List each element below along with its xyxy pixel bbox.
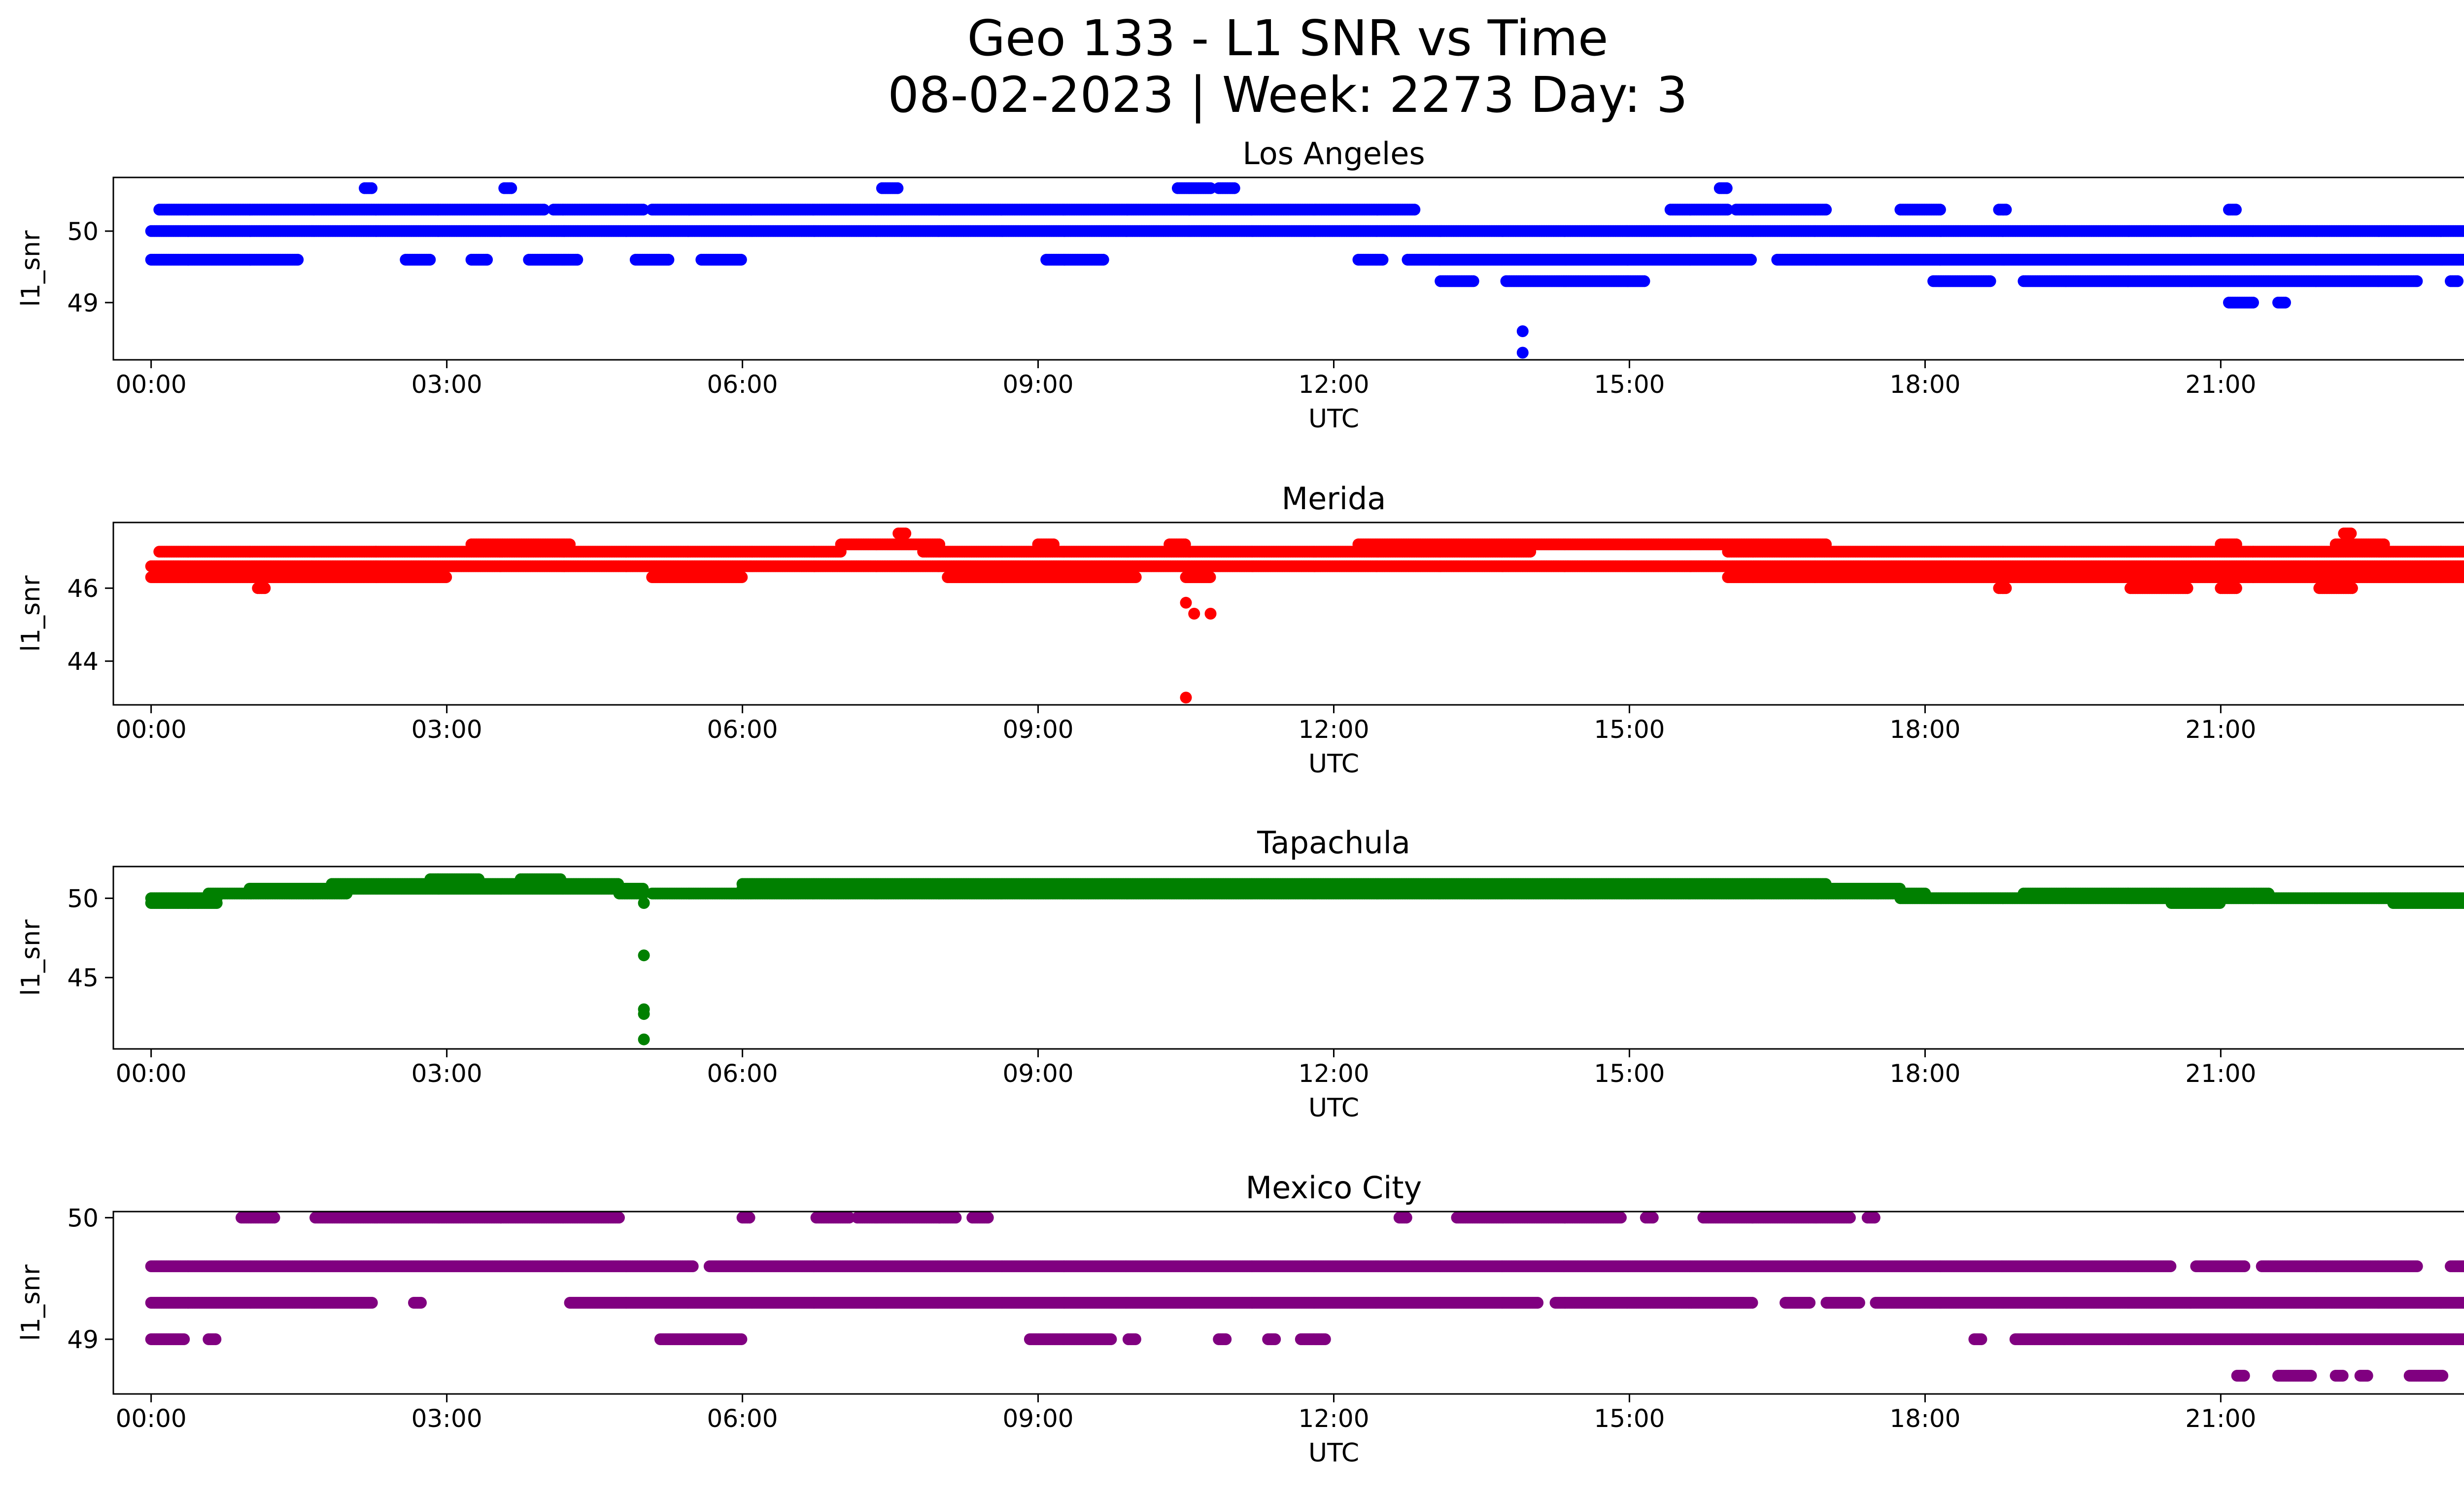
data-point <box>1984 275 1996 287</box>
data-point <box>735 253 747 266</box>
x-axis-label: UTC <box>1308 404 1359 434</box>
data-point <box>292 253 304 266</box>
data-point <box>1745 253 1757 266</box>
x-tick-label: 18:00 <box>1889 370 1960 399</box>
x-tick-label: 15:00 <box>1594 370 1665 399</box>
data-point <box>1467 275 1479 287</box>
y-axis: 49 50 l1_snr <box>16 217 113 317</box>
data-point <box>2279 296 2291 309</box>
data-point <box>571 253 583 266</box>
snr-level-0 <box>145 560 2464 572</box>
data-point <box>2000 204 2012 216</box>
data-point <box>366 182 377 194</box>
data-point <box>1638 275 1650 287</box>
data-point <box>2230 204 2242 216</box>
series-points <box>145 527 2464 704</box>
data-point <box>481 253 493 266</box>
snr-level-1 <box>153 204 2242 216</box>
data-point <box>1820 204 1832 216</box>
data-point <box>1516 347 1529 359</box>
snr-level-0 <box>145 225 2464 237</box>
data-point <box>1376 253 1389 266</box>
x-tick-label: 21:00 <box>2185 370 2256 399</box>
snr-level-5 <box>2223 296 2291 309</box>
x-axis: 00:00 03:00 06:00 09:00 12:00 15:00 18:00 21:00… <box>116 360 2256 434</box>
subplot-1: 00:00 03:00 06:00 09:00 12:00 15:00 18:00 21:00… <box>16 481 2464 779</box>
data-point <box>1934 204 1946 216</box>
data-point <box>424 253 436 266</box>
data-point <box>2452 275 2464 287</box>
figure-subtitle: 08-02-2023 | Week: 2273 Day: 3 <box>888 66 1688 124</box>
snr-level-1 <box>145 571 2464 583</box>
snr-level-4 <box>359 182 1733 194</box>
y-axis-label: l1_snr <box>16 230 46 307</box>
data-point <box>662 253 675 266</box>
series-points <box>145 182 2464 359</box>
data-point <box>1408 204 1421 216</box>
data-point <box>2247 296 2259 309</box>
snr-level-6 <box>1516 325 1529 337</box>
subplot-title: Los Angeles <box>1242 136 1425 172</box>
data-point <box>2411 275 2423 287</box>
x-tick-label: 12:00 <box>1298 370 1369 399</box>
x-tick-label: 00:00 <box>116 370 187 399</box>
y-tick-label: 49 <box>67 289 99 317</box>
x-tick-label: 06:00 <box>707 370 778 399</box>
data-point <box>1228 182 1240 194</box>
data-point <box>1720 182 1733 194</box>
snr-level-7 <box>1516 347 1529 359</box>
figure-title: Geo 133 - L1 SNR vs Time <box>967 9 1608 67</box>
data-point <box>1097 253 1109 266</box>
data-point <box>505 182 517 194</box>
x-tick-label: 09:00 <box>1002 370 1073 399</box>
data-point <box>1516 325 1529 337</box>
snr-level-3 <box>1435 275 2464 287</box>
data-point <box>891 182 904 194</box>
x-tick-label: 03:00 <box>411 370 482 399</box>
snr-level-2 <box>145 253 2464 266</box>
y-tick-label: 50 <box>67 217 99 246</box>
subplot-0: 00:00 03:00 06:00 09:00 12:00 15:00 18:00 21:00… <box>16 136 2464 434</box>
